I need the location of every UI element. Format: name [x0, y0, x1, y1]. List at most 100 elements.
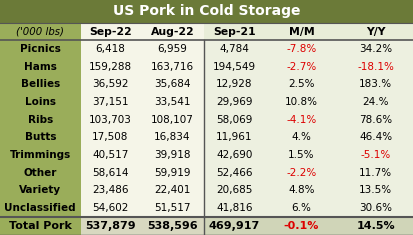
Bar	[0, 76, 81, 93]
Text: ('000 lbs): ('000 lbs)	[16, 27, 64, 37]
Text: 40,517: 40,517	[92, 150, 129, 160]
Text: 33,541: 33,541	[154, 97, 191, 107]
Text: 20,685: 20,685	[216, 185, 253, 195]
Text: 194,549: 194,549	[213, 62, 256, 72]
Text: 538,596: 538,596	[147, 221, 198, 231]
Text: 6,959: 6,959	[157, 44, 188, 54]
Text: 51,517: 51,517	[154, 203, 191, 213]
Text: Picnics: Picnics	[20, 44, 61, 54]
Text: Trimmings: Trimmings	[9, 150, 71, 160]
Bar	[0, 40, 204, 58]
Text: -5.1%: -5.1%	[361, 150, 391, 160]
Bar	[204, 40, 413, 58]
Bar	[0, 111, 81, 129]
Bar	[204, 93, 413, 111]
Text: 30.6%: 30.6%	[359, 203, 392, 213]
Text: 46.4%: 46.4%	[359, 132, 392, 142]
Bar	[204, 164, 413, 181]
Text: US Pork in Cold Storage: US Pork in Cold Storage	[113, 4, 300, 18]
Text: 24.%: 24.%	[363, 97, 389, 107]
Text: 36,592: 36,592	[92, 79, 129, 90]
Bar	[0, 146, 81, 164]
Text: 4,784: 4,784	[219, 44, 249, 54]
Bar	[0, 23, 204, 40]
Text: Hams: Hams	[24, 62, 57, 72]
Text: Bellies: Bellies	[21, 79, 60, 90]
Bar	[204, 111, 413, 129]
Bar	[0, 23, 81, 40]
Text: 159,288: 159,288	[89, 62, 132, 72]
Bar	[0, 0, 413, 23]
Text: M/M: M/M	[289, 27, 314, 37]
Bar	[0, 164, 204, 181]
Bar	[0, 181, 81, 199]
Bar	[204, 146, 413, 164]
Text: 41,816: 41,816	[216, 203, 253, 213]
Text: 34.2%: 34.2%	[359, 44, 392, 54]
Text: Sep-22: Sep-22	[89, 27, 132, 37]
Bar	[204, 58, 413, 76]
Text: 23,486: 23,486	[92, 185, 129, 195]
Text: Other: Other	[24, 168, 57, 177]
Text: 108,107: 108,107	[151, 115, 194, 125]
Text: 16,834: 16,834	[154, 132, 191, 142]
Text: 1.5%: 1.5%	[288, 150, 315, 160]
Bar	[204, 129, 413, 146]
Text: Y/Y: Y/Y	[366, 27, 386, 37]
Text: 17,508: 17,508	[92, 132, 129, 142]
Text: -2.7%: -2.7%	[286, 62, 317, 72]
Text: 39,918: 39,918	[154, 150, 191, 160]
Text: 469,917: 469,917	[209, 221, 260, 231]
Text: Ribs: Ribs	[28, 115, 53, 125]
Text: Loins: Loins	[25, 97, 56, 107]
Text: Variety: Variety	[19, 185, 61, 195]
Text: 12,928: 12,928	[216, 79, 253, 90]
Bar	[0, 93, 81, 111]
Text: -18.1%: -18.1%	[357, 62, 394, 72]
Text: 6.%: 6.%	[292, 203, 311, 213]
Text: 29,969: 29,969	[216, 97, 253, 107]
Bar	[0, 199, 204, 216]
Text: 58,069: 58,069	[216, 115, 253, 125]
Text: 6,418: 6,418	[95, 44, 126, 54]
Bar	[204, 216, 413, 235]
Text: 35,684: 35,684	[154, 79, 191, 90]
Text: 37,151: 37,151	[92, 97, 129, 107]
Text: 183.%: 183.%	[359, 79, 392, 90]
Text: 52,466: 52,466	[216, 168, 253, 177]
Text: 4.%: 4.%	[292, 132, 311, 142]
Text: -7.8%: -7.8%	[286, 44, 317, 54]
Text: 22,401: 22,401	[154, 185, 191, 195]
Bar	[0, 129, 81, 146]
Text: -4.1%: -4.1%	[286, 115, 317, 125]
Bar	[0, 146, 204, 164]
Bar	[0, 216, 81, 235]
Text: 59,919: 59,919	[154, 168, 191, 177]
Text: 10.8%: 10.8%	[285, 97, 318, 107]
Text: 2.5%: 2.5%	[288, 79, 315, 90]
Bar	[0, 129, 204, 146]
Bar	[0, 93, 204, 111]
Text: 58,614: 58,614	[92, 168, 129, 177]
Text: Sep-21: Sep-21	[213, 27, 256, 37]
Text: 11.7%: 11.7%	[359, 168, 392, 177]
Text: 163,716: 163,716	[151, 62, 194, 72]
Text: Aug-22: Aug-22	[151, 27, 194, 37]
Text: 78.6%: 78.6%	[359, 115, 392, 125]
Text: -0.1%: -0.1%	[284, 221, 319, 231]
Bar	[204, 23, 413, 40]
Text: 4.8%: 4.8%	[288, 185, 315, 195]
Text: 11,961: 11,961	[216, 132, 253, 142]
Text: 14.5%: 14.5%	[356, 221, 395, 231]
Bar	[204, 76, 413, 93]
Text: 54,602: 54,602	[92, 203, 129, 213]
Text: 103,703: 103,703	[89, 115, 132, 125]
Bar	[0, 181, 204, 199]
Text: Unclassified: Unclassified	[5, 203, 76, 213]
Bar	[0, 76, 204, 93]
Bar	[204, 181, 413, 199]
Text: 13.5%: 13.5%	[359, 185, 392, 195]
Bar	[0, 111, 204, 129]
Text: 42,690: 42,690	[216, 150, 253, 160]
Bar	[0, 164, 81, 181]
